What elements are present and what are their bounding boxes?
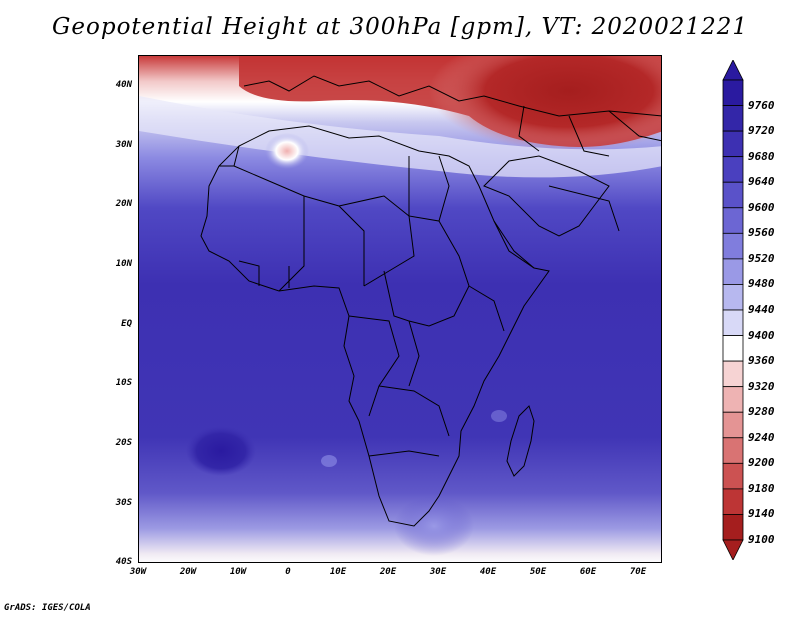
credit-text: GrADS: IGES/COLA — [4, 603, 91, 613]
colorbar-box — [722, 207, 744, 234]
colorbar-tick-label: 9280 — [748, 405, 775, 419]
lon-tick-label: 30W — [129, 567, 147, 577]
lat-tick-label: EQ — [121, 319, 132, 329]
chart-title: Geopotential Height at 300hPa [gpm], VT:… — [52, 14, 748, 40]
lon-tick-label: 20E — [379, 567, 397, 577]
colorbar-box — [722, 79, 744, 106]
colorbar-tick-label: 9720 — [748, 124, 775, 138]
colorbar-tick-label: 9640 — [748, 175, 775, 189]
colorbar-box — [722, 130, 744, 158]
lat-tick-label: 30S — [115, 498, 132, 508]
colorbar-tick-label: 9520 — [748, 251, 775, 265]
colorbar-bottom-arrow — [722, 539, 744, 560]
colorbar-box — [722, 309, 744, 336]
colorbar-boxes — [722, 60, 744, 560]
lon-tick-label: 0 — [285, 567, 291, 577]
colorbar-box — [722, 488, 744, 515]
colorbar-box — [722, 105, 744, 132]
colorbar-tick-label: 9560 — [748, 226, 775, 240]
colorbar — [722, 60, 744, 560]
colorbar-tick-label: 9360 — [748, 354, 775, 368]
colorbar-box — [722, 335, 744, 362]
lat-tick-label: 10S — [115, 378, 132, 388]
colorbar-box — [722, 462, 744, 490]
lat-tick-label: 10N — [115, 259, 132, 269]
colorbar-box — [722, 156, 744, 183]
lat-tick-label: 40N — [115, 80, 132, 90]
colorbar-tick-label: 9140 — [748, 507, 775, 521]
lon-tick-label: 20W — [179, 567, 197, 577]
colorbar-box — [722, 360, 744, 388]
colorbar-box — [722, 181, 744, 209]
lat-tick-label: 30N — [115, 140, 132, 150]
colorbar-tick-label: 9100 — [748, 533, 775, 546]
lon-tick-label: 50E — [529, 567, 547, 577]
colorbar-box — [722, 411, 744, 439]
colorbar-tick-label: 9180 — [748, 481, 775, 495]
lon-tick-label: 60E — [579, 567, 597, 577]
colorbar-tick-label: 9760 — [748, 98, 775, 112]
colorbar-box — [722, 258, 744, 285]
lat-tick-label: 20S — [115, 438, 132, 448]
colorbar-box — [722, 437, 744, 464]
lon-tick-label: 30E — [429, 567, 447, 577]
colorbar-tick-label: 9400 — [748, 328, 775, 342]
colorbar-tick-label: 9320 — [748, 379, 775, 393]
lon-tick-label: 40E — [479, 567, 497, 577]
colorbar-tick-label: 9600 — [748, 200, 775, 214]
lat-tick-label: 40S — [115, 557, 132, 567]
colorbar-tick-label: 9200 — [748, 456, 775, 470]
colorbar-top-arrow — [722, 60, 744, 81]
height-field-map — [139, 56, 661, 562]
colorbar-box — [722, 386, 744, 413]
colorbar-tick-label: 9240 — [748, 430, 775, 444]
colorbar-tick-label: 9680 — [748, 149, 775, 163]
lon-tick-label: 10E — [329, 567, 347, 577]
colorbar-box — [722, 514, 744, 541]
lon-tick-label: 10W — [229, 567, 247, 577]
colorbar-tick-label: 9440 — [748, 303, 775, 316]
map-plot-area — [138, 55, 662, 563]
lon-tick-label: 70E — [629, 567, 647, 577]
colorbar-box — [722, 284, 744, 311]
colorbar-box — [722, 232, 744, 260]
lat-tick-label: 20N — [115, 199, 132, 209]
colorbar-tick-label: 9480 — [748, 277, 775, 291]
